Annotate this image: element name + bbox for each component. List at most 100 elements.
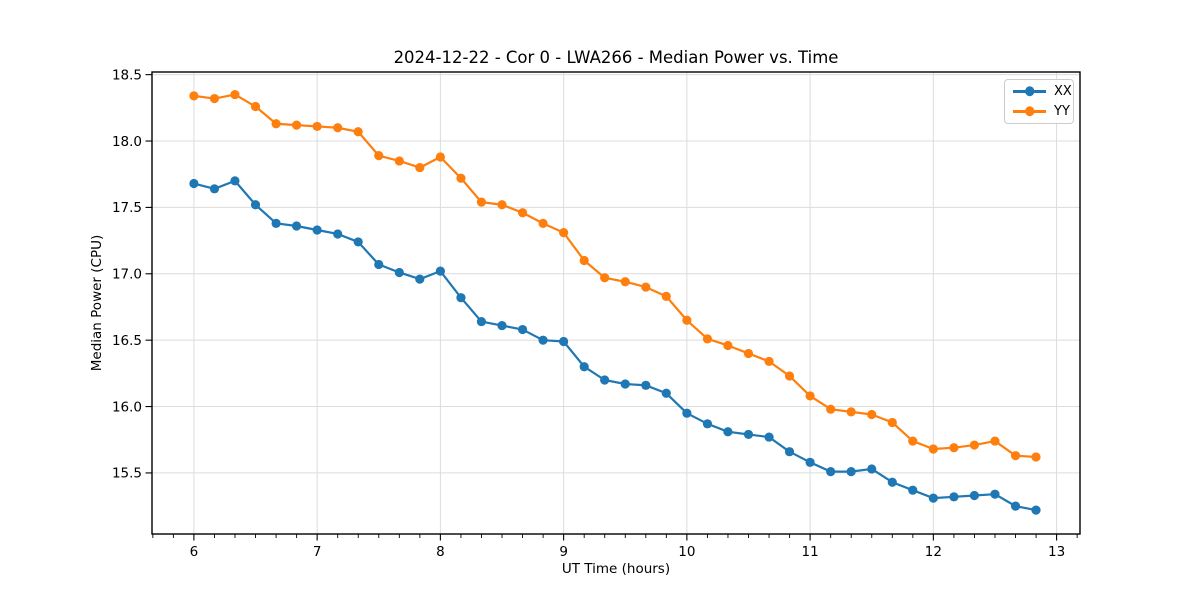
series-marker-yy [826,404,836,414]
series-marker-yy [559,228,569,238]
series-marker-yy [456,173,466,183]
y-tick-label: 18.0 [112,134,142,150]
y-tick-label: 15.5 [112,466,142,482]
series-marker-yy [990,436,1000,446]
series-marker-xx [250,200,261,210]
series-marker-yy [949,443,959,453]
series-marker-xx [291,221,302,231]
series-marker-xx [887,477,897,487]
series-marker-yy [887,417,897,428]
series-marker-xx [949,492,959,502]
y-tick-label: 16.0 [112,399,142,415]
series-marker-xx [189,178,199,189]
series-marker-yy [682,315,692,325]
legend: XX YY [1004,79,1074,124]
series-marker-yy [928,444,938,454]
legend-marker-icon [1024,86,1035,97]
series-marker-xx [784,447,795,457]
x-tick-label: 8 [436,544,445,560]
series-marker-yy [312,121,322,132]
series-marker-yy [271,119,281,129]
series-marker-yy [374,151,384,161]
series-marker-yy [517,208,528,218]
series-marker-xx [374,259,384,270]
series-marker-yy [702,334,713,344]
x-tick-label: 9 [559,544,568,560]
series-marker-xx [702,419,713,429]
legend-label-yy: YY [1054,104,1070,119]
series-marker-xx [312,225,322,235]
series-marker-xx [600,375,610,385]
series-marker-xx [353,237,363,247]
series-marker-xx [743,429,754,440]
y-tick-label: 17.5 [112,200,142,216]
series-marker-xx [209,184,220,194]
series-marker-xx [723,427,733,437]
series-marker-xx [826,467,836,477]
series-marker-xx [661,388,671,398]
series-marker-yy [723,340,733,351]
x-tick-label: 7 [313,544,322,560]
x-tick-label: 11 [802,544,819,560]
series-marker-yy [497,200,507,210]
series-marker-xx [682,408,692,418]
series-marker-yy [908,436,918,446]
y-axis-label: Median Power (CPU) [89,234,105,372]
legend-item-yy: YY [1005,102,1073,121]
series-marker-xx [969,490,979,501]
series-marker-xx [867,464,877,474]
legend-line-sample-yy [1013,106,1046,117]
series-marker-yy [435,152,445,162]
x-axis-label: UT Time (hours) [561,561,671,577]
series-marker-xx [1031,505,1041,515]
series-marker-xx [764,432,774,442]
series-marker-yy [1031,452,1041,462]
series-marker-yy [415,162,425,173]
series-marker-yy [600,273,610,283]
series-marker-yy [394,156,404,166]
series-marker-yy [846,407,856,417]
y-tick-label: 18.5 [112,67,142,83]
series-marker-yy [743,348,754,359]
legend-item-xx: XX [1005,82,1073,101]
series-marker-xx [517,324,528,335]
series-marker-yy [230,89,240,100]
series-marker-xx [435,266,445,276]
series-marker-yy [579,255,589,266]
y-tick-label: 16.5 [112,333,142,349]
series-marker-xx [559,336,569,347]
legend-line-sample-xx [1013,86,1046,97]
series-marker-xx [990,489,1000,499]
series-marker-yy [353,127,363,137]
series-marker-yy [805,391,815,401]
x-tick-label: 10 [678,544,695,560]
series-marker-xx [538,335,548,345]
series-marker-xx [497,320,507,331]
series-marker-yy [209,93,220,104]
series-marker-yy [1010,451,1021,461]
series-marker-yy [784,371,795,381]
series-marker-xx [333,229,343,239]
series-marker-yy [476,197,487,207]
legend-label-xx: XX [1054,84,1072,99]
series-marker-yy [538,218,548,228]
series-marker-yy [641,282,651,292]
plot-border [151,71,1081,535]
series-marker-xx [928,493,938,503]
series-marker-yy [250,101,261,112]
series-marker-yy [867,409,877,420]
series-marker-yy [969,440,979,450]
series-marker-xx [394,267,404,278]
x-tick-label: 13 [1048,544,1065,560]
series-marker-xx [579,362,589,372]
legend-marker-icon [1024,106,1035,117]
y-tick-label: 17.0 [112,267,142,283]
series-marker-xx [641,380,651,390]
series-marker-xx [230,176,240,186]
series-marker-xx [456,293,466,303]
series-marker-yy [764,356,774,367]
x-tick-label: 12 [925,544,942,560]
series-marker-yy [291,120,302,130]
